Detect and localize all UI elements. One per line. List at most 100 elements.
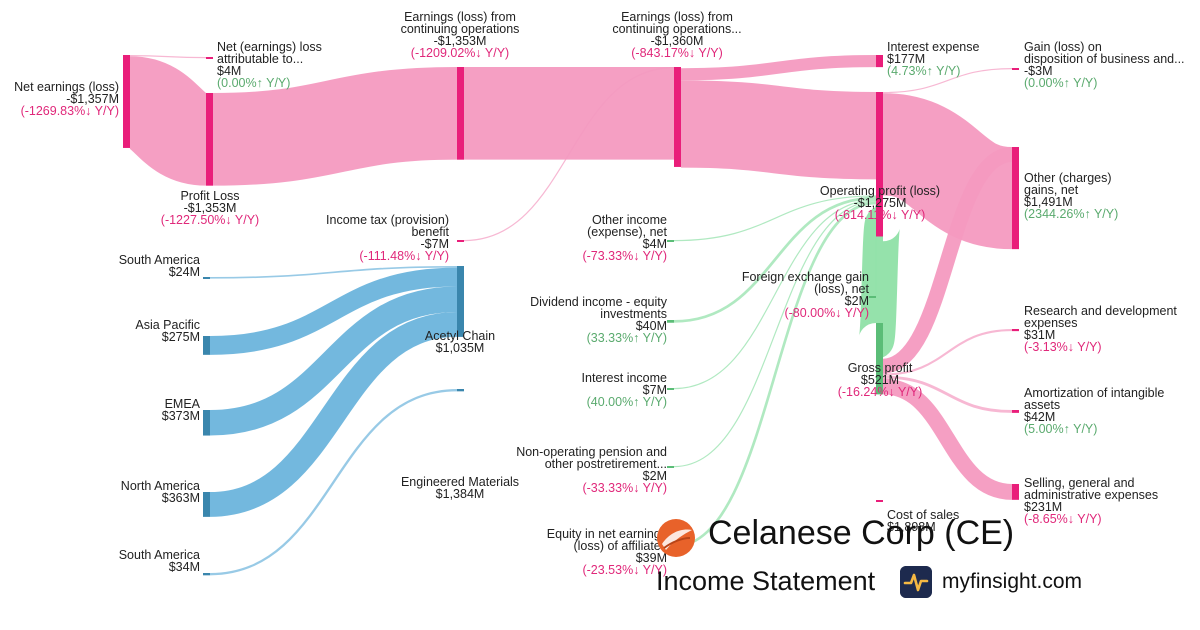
node-interest_income	[667, 388, 674, 390]
label-change-operating_profit: (-614.11%↓ Y/Y)	[835, 208, 926, 222]
label-south_america_1: South America $24M	[119, 253, 200, 279]
label-dividend_income: Dividend income - equity investments $40M(…	[530, 295, 668, 345]
label-line-interest_expense-0: Interest expense	[887, 40, 979, 54]
node-dividend_income	[667, 320, 674, 323]
label-line-pension-2: $2M	[643, 469, 667, 483]
label-emea: EMEA $373M	[162, 397, 201, 423]
flow-link-income_tax-to-earn_cont2	[463, 67, 675, 242]
label-line-earn_cont1-1: continuing operations	[401, 22, 520, 36]
flow-link-other_income-to-operating_profit	[673, 195, 877, 242]
label-line-south_america_2-0: South America	[119, 548, 200, 562]
label-change-pension: (-33.33%↓ Y/Y)	[582, 481, 667, 495]
label-line-emea-1: $373M	[162, 409, 200, 423]
label-line-earn_cont2-1: continuing operations...	[612, 22, 741, 36]
flow-link-south_america_1-to-acetyl_chain	[209, 266, 458, 279]
company-name: Celanese Corp (CE)	[708, 514, 1015, 552]
flow-link-interest_income-to-operating_profit	[673, 199, 877, 390]
label-line-equity_net-1: (loss) of affiliates	[573, 539, 667, 553]
label-gross_profit: Gross profit $521M (-16.24%↓ Y/Y)	[838, 361, 923, 399]
label-cost_of_sales: Cost of sales $1,898M	[887, 508, 959, 534]
label-north_america: North America $363M	[121, 479, 200, 505]
label-line-gain_disposition-2: -$3M	[1024, 64, 1052, 78]
node-engineered_materials	[457, 389, 464, 392]
label-line-earn_cont1-0: Earnings (loss) from	[404, 10, 516, 24]
flow-link-gross_profit-to-other_charges	[881, 146, 1014, 374]
node-profit_loss	[206, 93, 213, 186]
label-equity_net: Equity in net earnings (loss) of affiliat…	[547, 527, 667, 577]
label-line-income_tax-0: Income tax (provision)	[326, 213, 449, 227]
label-line-gain_disposition-1: disposition of business and...	[1024, 52, 1185, 66]
label-line-sga-2: $231M	[1024, 500, 1062, 514]
label-line-nci-0: Net (earnings) loss	[217, 40, 322, 54]
label-line-south_america_1-0: South America	[119, 253, 200, 267]
label-change-interest_income: (40.00%↑ Y/Y)	[587, 395, 667, 409]
label-line-fx_gain-0: Foreign exchange gain	[742, 270, 869, 284]
label-line-operating_profit-0: Operating profit (loss)	[820, 184, 940, 198]
label-line-equity_net-0: Equity in net earnings	[547, 527, 667, 541]
label-other_charges: Other (charges) gains, net $1,491M (2344.26…	[1024, 171, 1118, 221]
label-change-net_earnings: (-1269.83%↓ Y/Y)	[21, 104, 119, 118]
flow-link-gross_profit-to-amortization	[882, 375, 1013, 413]
flow-link-emea-to-acetyl_chain	[209, 286, 458, 436]
flow-link-earn_cont1-to-profit_loss	[212, 66, 458, 186]
flow-link-gain_disposition-to-operating_profit	[882, 68, 1013, 94]
label-change-rnd: (-3.13%↓ Y/Y)	[1024, 340, 1102, 354]
label-line-rnd-2: $31M	[1024, 328, 1055, 342]
label-line-north_america-0: North America	[121, 479, 200, 493]
label-operating_profit: Operating profit (loss) -$1,275M (-614.11%…	[820, 184, 940, 222]
label-line-nci-1: attributable to...	[217, 52, 303, 66]
label-line-other_charges-0: Other (charges)	[1024, 171, 1112, 185]
flow-link-profit_loss-to-net_earnings	[125, 56, 211, 186]
label-line-earn_cont2-0: Earnings (loss) from	[621, 10, 733, 24]
label-fx_gain: Foreign exchange gain (loss), net $2M (-80.…	[742, 270, 870, 320]
label-line-cost_of_sales-0: Cost of sales	[887, 508, 959, 522]
label-pension: Non-operating pension and other postretir…	[516, 445, 667, 495]
label-line-emea-0: EMEA	[165, 397, 201, 411]
nodes-layer	[123, 55, 1019, 576]
label-amortization: Amortization of intangible assets $42M (5.0…	[1024, 386, 1164, 436]
label-line-net_earnings-0: Net earnings (loss)	[14, 80, 119, 94]
label-line-interest_expense-1: $177M	[887, 52, 925, 66]
label-line-income_tax-2: -$7M	[421, 237, 449, 251]
node-gross_profit	[876, 323, 883, 395]
label-line-pension-1: other postretirement...	[545, 457, 667, 471]
label-change-equity_net: (-23.53%↓ Y/Y)	[582, 563, 667, 577]
label-line-amortization-2: $42M	[1024, 410, 1055, 424]
flow-link-asia_pacific-to-acetyl_chain	[209, 267, 458, 355]
node-sga	[1012, 484, 1019, 500]
node-earn_cont1	[457, 67, 464, 160]
label-line-net_earnings-1: -$1,357M	[66, 92, 119, 106]
label-change-dividend_income: (33.33%↑ Y/Y)	[587, 331, 667, 345]
label-change-earn_cont2: (-843.17%↓ Y/Y)	[631, 46, 722, 60]
label-line-north_america-1: $363M	[162, 491, 200, 505]
site-name: myfinsight.com	[942, 570, 1083, 593]
label-net_earnings: Net earnings (loss) -$1,357M (-1269.83%↓ Y…	[14, 80, 119, 118]
label-line-operating_profit-1: -$1,275M	[854, 196, 907, 210]
label-line-interest_income-1: $7M	[643, 383, 667, 397]
labels-layer: Net earnings (loss) -$1,357M (-1269.83%↓ Y…	[14, 10, 1184, 577]
label-change-other_charges: (2344.26%↑ Y/Y)	[1024, 207, 1118, 221]
label-line-income_tax-1: benefit	[411, 225, 449, 239]
label-other_income: Other income (expense), net $4M (-73.33%↓ Y…	[582, 213, 667, 263]
label-line-amortization-0: Amortization of intangible	[1024, 386, 1164, 400]
label-line-dividend_income-0: Dividend income - equity	[530, 295, 668, 309]
flow-link-equity_net-to-operating_profit	[673, 201, 877, 548]
node-amortization	[1012, 410, 1019, 413]
node-south_america_1	[203, 277, 210, 279]
label-nci: Net (earnings) loss attributable to... $4M…	[217, 40, 322, 90]
label-line-other_charges-2: $1,491M	[1024, 195, 1073, 209]
label-change-nci: (0.00%↑ Y/Y)	[217, 76, 290, 90]
flow-link-pension-to-operating_profit	[673, 200, 877, 468]
label-change-amortization: (5.00%↑ Y/Y)	[1024, 422, 1097, 436]
node-other_charges	[1012, 147, 1019, 250]
links-layer	[125, 54, 1015, 576]
node-gain_disposition	[1012, 68, 1019, 70]
label-line-acetyl_chain-1: $1,035M	[436, 341, 485, 355]
label-line-pension-0: Non-operating pension and	[516, 445, 667, 459]
flow-link-gross_profit-to-sga	[882, 378, 1013, 500]
flow-link-north_america-to-acetyl_chain	[209, 312, 458, 517]
flow-link-dividend_income-to-operating_profit	[673, 196, 877, 323]
node-operating_profit	[876, 92, 883, 237]
